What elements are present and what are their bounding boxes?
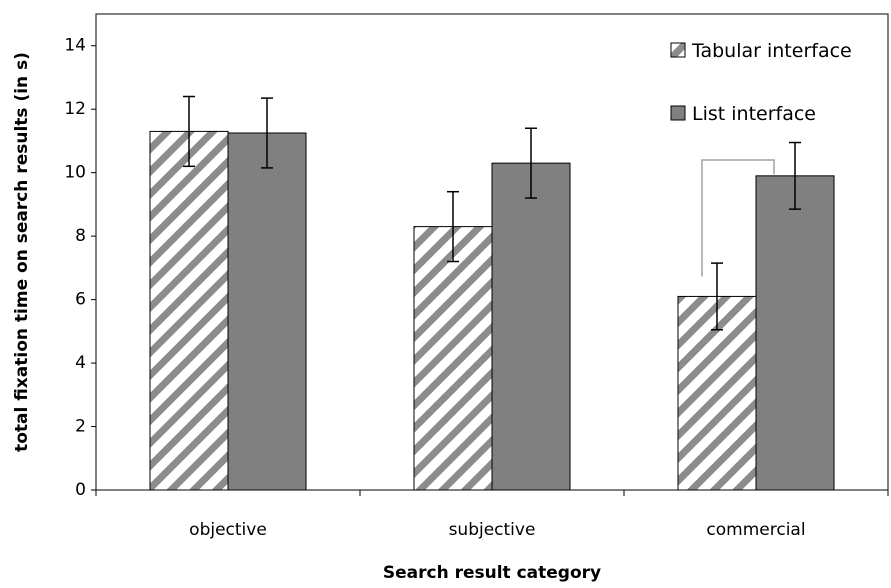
y-tick-label-8: 8 bbox=[75, 226, 86, 246]
y-axis: 0 2 4 6 8 10 12 14 bbox=[64, 36, 96, 500]
error-bar-tabular-objective bbox=[183, 95, 195, 168]
y-tick-label-4: 4 bbox=[75, 353, 86, 373]
x-tick-label-commercial: commercial bbox=[706, 520, 805, 540]
bar-list-objective bbox=[227, 132, 307, 491]
y-tick-label-6: 6 bbox=[75, 290, 86, 310]
bars bbox=[149, 130, 835, 491]
legend-swatch-list bbox=[670, 105, 686, 121]
legend-swatch-tabular bbox=[670, 42, 686, 58]
significance-bracket-line bbox=[701, 159, 775, 277]
error-bar-tabular-commercial bbox=[711, 262, 723, 331]
legend-label-list: List interface bbox=[692, 103, 816, 125]
error-bar-tabular-subjective bbox=[447, 190, 459, 263]
x-tick-label-objective: objective bbox=[189, 520, 267, 540]
error-bars bbox=[183, 95, 801, 331]
bar-tabular-objective bbox=[149, 130, 229, 491]
x-axis: objective subjective commercial bbox=[95, 490, 889, 540]
legend: Tabular interface List interface bbox=[670, 40, 852, 125]
y-tick-label-10: 10 bbox=[64, 163, 86, 183]
y-tick-label-2: 2 bbox=[75, 417, 86, 437]
x-axis-title: Search result category bbox=[383, 563, 601, 583]
error-bar-list-objective bbox=[261, 97, 273, 169]
y-tick-label-14: 14 bbox=[64, 36, 86, 56]
significance-bracket bbox=[701, 159, 775, 277]
y-tick-label-0: 0 bbox=[75, 480, 86, 500]
error-bar-list-subjective bbox=[525, 127, 537, 199]
x-tick-label-subjective: subjective bbox=[449, 520, 536, 540]
bar-tabular-subjective bbox=[413, 226, 493, 491]
legend-label-tabular: Tabular interface bbox=[691, 40, 852, 62]
y-tick-label-12: 12 bbox=[64, 99, 86, 119]
bar-list-subjective bbox=[491, 162, 571, 491]
bar-list-commercial bbox=[755, 175, 835, 491]
y-axis-title: total fixation time on search results (i… bbox=[12, 52, 32, 452]
error-bar-list-commercial bbox=[789, 141, 801, 210]
